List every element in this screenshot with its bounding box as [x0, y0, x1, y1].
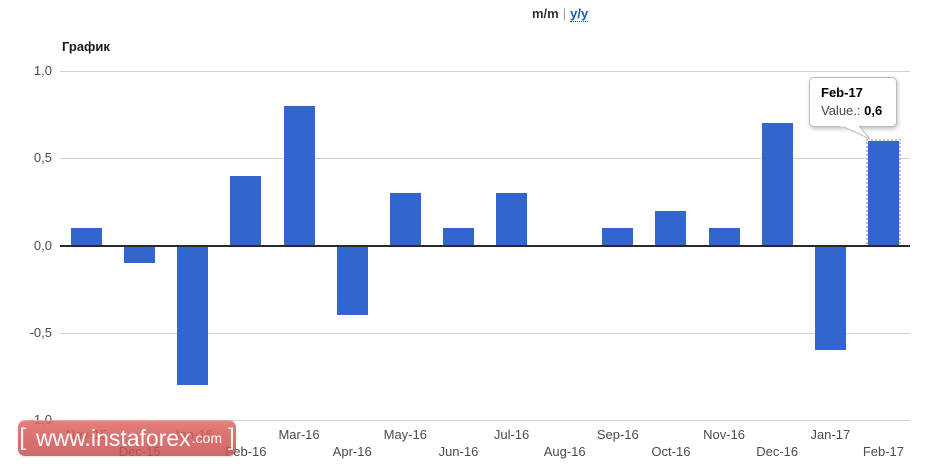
x-axis-label-mar-16: Mar-16 [278, 427, 320, 442]
bar-jan-16[interactable] [177, 245, 209, 386]
tooltip-value-row: Value.: 0,6 [821, 103, 896, 118]
tooltip-title: Feb-17 [821, 85, 863, 100]
x-axis-label-apr-16: Apr-16 [332, 444, 372, 459]
bar-feb-16[interactable] [230, 175, 262, 246]
y-axis-label: 1,0 [33, 63, 52, 78]
period-toggle: m/m | y/y [532, 6, 589, 22]
x-axis-label-feb-17: Feb-17 [862, 444, 905, 459]
x-axis-label-nov-16: Nov-16 [703, 427, 746, 442]
bar-nov-16[interactable] [708, 228, 740, 246]
bar-dec-16[interactable] [761, 123, 793, 246]
x-axis-label-dec-16: Dec-16 [756, 444, 799, 459]
x-axis-label-may-16: May-16 [383, 427, 427, 442]
zero-axis-line [60, 244, 910, 247]
x-axis-label-jun-16: Jun-16 [438, 444, 479, 459]
bar-may-16[interactable] [389, 193, 421, 246]
bar-sep-16[interactable] [602, 228, 634, 246]
watermark-suffix: .com [191, 430, 222, 446]
bar-jan-17[interactable] [814, 245, 846, 351]
gridline [60, 71, 910, 72]
y-axis-label: 0,5 [33, 150, 52, 166]
tooltip-value: 0,6 [864, 103, 883, 118]
instaforex-watermark: [ www.instaforex .com] [18, 420, 236, 456]
watermark-bracket-left: [ [19, 424, 26, 451]
chart-title: График [62, 39, 110, 54]
gridline [60, 332, 910, 334]
bar-feb-17[interactable] [865, 138, 901, 248]
x-axis-label-sep-16: Sep-16 [596, 427, 639, 442]
bar-oct-16[interactable] [655, 210, 687, 246]
bar-dec-15[interactable] [124, 245, 156, 263]
gridline [60, 420, 910, 421]
bar-jun-16[interactable] [442, 228, 474, 246]
watermark-bracket-right: ] [228, 424, 235, 451]
x-axis-label-aug-16: Aug-16 [543, 444, 586, 459]
bar-mar-16[interactable] [283, 105, 315, 246]
period-yy-link[interactable]: y/y [570, 6, 589, 22]
bar-apr-16[interactable] [336, 245, 368, 316]
tooltip-pointer-icon [839, 125, 871, 140]
y-axis-label: -0,5 [29, 324, 52, 340]
bar-jul-16[interactable] [496, 193, 528, 246]
period-mm[interactable]: m/m [532, 6, 559, 21]
tooltip-value-label: Value.: [821, 103, 861, 118]
bar-nov-15[interactable] [71, 228, 103, 246]
period-separator: | [562, 6, 567, 21]
x-axis-label-jul-16: Jul-16 [493, 427, 530, 442]
tooltip: Feb-17 Value.: 0,6 [809, 77, 897, 140]
x-axis-label-oct-16: Oct-16 [651, 444, 691, 459]
watermark-text: www.instaforex [35, 424, 191, 451]
gridline [60, 158, 910, 160]
x-axis-label-jan-17: Jan-17 [810, 427, 851, 442]
y-axis-label: 0,0 [33, 237, 52, 253]
